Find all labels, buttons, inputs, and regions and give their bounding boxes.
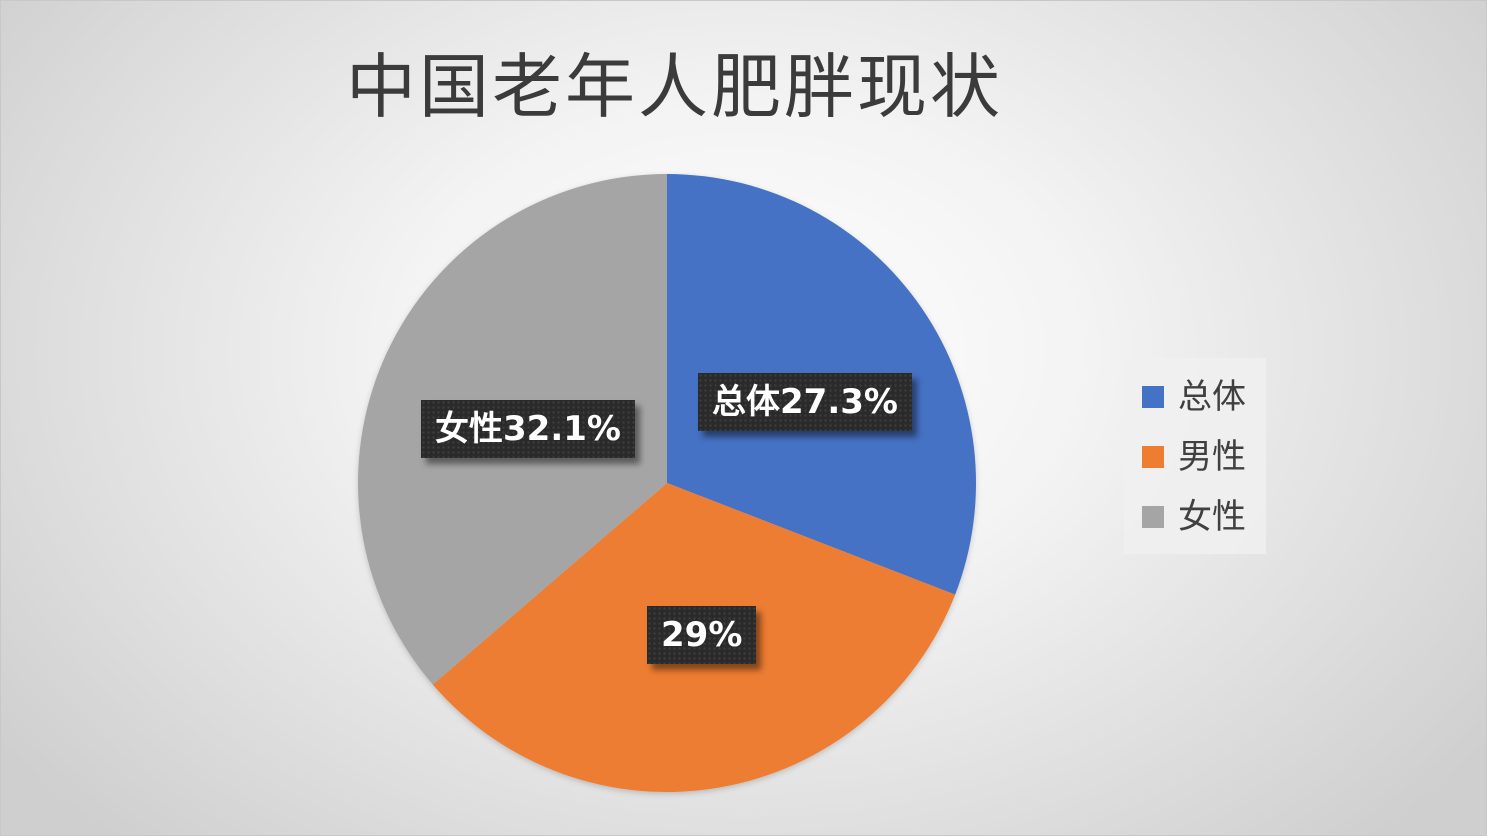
data-label-female: 女性32.1% bbox=[421, 400, 635, 458]
data-label-male: 29% bbox=[647, 606, 757, 664]
legend-label-female: 女性 bbox=[1178, 497, 1246, 537]
legend-label-male: 男性 bbox=[1178, 437, 1246, 477]
legend-swatch-female bbox=[1142, 506, 1164, 528]
legend-swatch-male bbox=[1142, 446, 1164, 468]
legend-label-total: 总体 bbox=[1178, 377, 1246, 417]
legend-swatch-total bbox=[1142, 386, 1164, 408]
legend: 总体 男性 女性 bbox=[1124, 358, 1266, 554]
data-label-total: 总体27.3% bbox=[698, 373, 912, 431]
chart-title: 中国老年人肥胖现状 bbox=[346, 46, 1003, 128]
